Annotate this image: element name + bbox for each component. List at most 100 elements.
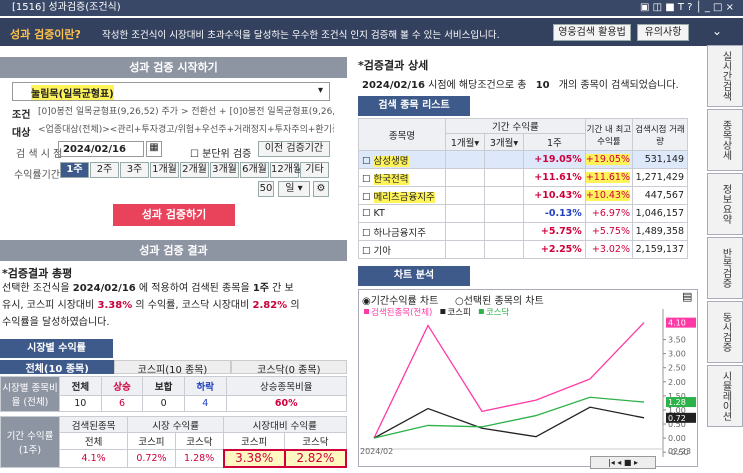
col-header: 종목명: [358, 118, 446, 151]
max-return: +3.02%: [591, 244, 630, 255]
run-button[interactable]: 성과 검증하기: [113, 204, 235, 226]
title-bar: [1516] 성과검증(조건식) ▣ ◫ ■ T ? │ _ □ ×: [0, 0, 743, 16]
cell: 4: [183, 395, 227, 412]
period-button[interactable]: 2주: [90, 162, 119, 178]
col-header[interactable]: 1개월: [450, 138, 475, 149]
group-header: 시장대비 수익률: [223, 415, 347, 434]
date-input[interactable]: 2024/02/16: [58, 141, 144, 157]
side-tab[interactable]: 시뮬레이션: [707, 365, 743, 427]
guide-button[interactable]: 영웅검색 활용법: [553, 24, 631, 41]
period-button[interactable]: 1개월: [150, 162, 179, 178]
group-header: 검색된종목: [58, 415, 129, 434]
chart-tab[interactable]: 차트 분석: [358, 266, 470, 286]
window-icons[interactable]: ▣ ◫ ■ T ? │ _ □ ×: [640, 2, 735, 13]
custom-days[interactable]: 50: [258, 181, 274, 197]
notice-button[interactable]: 유의사항: [637, 24, 689, 41]
x-tick-label: 2024/02: [360, 447, 393, 456]
minute-check[interactable]: ☐ 분단위 검증: [190, 149, 252, 160]
col-header: 기간 수익률: [445, 118, 586, 134]
col-header: 보합: [142, 375, 185, 397]
cell: 0: [142, 395, 185, 412]
cell: 3.38%: [222, 448, 286, 469]
window-title: [1516] 성과검증(조건식): [12, 2, 121, 13]
collapse-icon[interactable]: ⌄: [712, 24, 723, 38]
stock-row: ☐ KT -0.13% +6.97% 1,046,157: [358, 204, 688, 223]
volume: 1,271,429: [632, 168, 688, 187]
side-tab[interactable]: 실시간검색: [707, 45, 743, 107]
stock-name[interactable]: 삼성생명: [373, 155, 409, 167]
summary-text: 선택한 조건식을: [2, 283, 73, 294]
banner: 성과 검증이란? 작성한 조건식이 시장대비 초과수익을 달성하는 우수한 조건…: [0, 18, 743, 46]
stock-return: +2.25%: [523, 240, 586, 259]
period-button[interactable]: 2개월: [180, 162, 209, 178]
y-tick-label: -0.50: [668, 448, 689, 457]
stock-row: ☐ 삼성생명 +19.05% +19.05% 531,149: [358, 150, 688, 169]
radio-label: 기간수익률 차트: [370, 296, 439, 307]
cell: 60%: [225, 395, 348, 412]
custom-unit[interactable]: 일 ▾: [278, 181, 310, 197]
legend-label: 코스피: [447, 308, 470, 318]
condition-select[interactable]: 눌림목(일목균형표) ▾: [12, 82, 330, 101]
stock-name[interactable]: KT: [373, 208, 385, 219]
col-header: 상승종목비율: [225, 375, 348, 397]
chart-menu[interactable]: ▤: [682, 290, 693, 303]
side-tab[interactable]: 반복검증: [707, 237, 743, 299]
period-button[interactable]: 3개월: [210, 162, 239, 178]
period-button[interactable]: 3주: [120, 162, 149, 178]
side-tab[interactable]: 동시검증: [707, 301, 743, 363]
subtab[interactable]: 코스닥(0 종목): [230, 360, 347, 376]
cell: 4.1%: [58, 449, 129, 468]
subtab[interactable]: 코스피(10 종목): [114, 360, 231, 376]
detail-title: *검증결과 상세: [358, 59, 429, 72]
stock-row: ☐ 메리츠금융지주 +10.43% +10.43% 447,567: [358, 186, 688, 205]
legend-label: 검색된종목(전체): [371, 307, 432, 318]
period-button[interactable]: 1주: [60, 162, 89, 178]
target-text: <업종대상(전체)><관리+투자경고/위험+우선주+거래정지+투자주의+환기종목…: [38, 125, 334, 135]
period-button[interactable]: 기타: [300, 162, 329, 178]
settings-icon[interactable]: ⚙: [313, 181, 329, 197]
y-tick-label: 0.00: [668, 434, 686, 443]
stock-name[interactable]: 하나금융지주: [373, 227, 426, 239]
start-header: 성과 검증 시작하기: [0, 57, 347, 78]
group-header: 시장 수익률: [127, 415, 225, 434]
stock-name[interactable]: 한국전력: [373, 173, 409, 185]
subtab[interactable]: 전체(10 종목): [0, 360, 115, 375]
condition-name: 눌림목(일목균형표): [31, 85, 114, 100]
col-header[interactable]: 3개월: [489, 138, 514, 149]
stock-row: ☐ 기아 +2.25% +3.02% 2,159,137: [358, 240, 688, 259]
series-line: [373, 406, 645, 439]
max-return: +19.05%: [585, 154, 630, 165]
message-text: 개의 종목이 검색되었습니다.: [555, 80, 679, 91]
last-value-label: 4.10: [668, 319, 686, 328]
series-line: [373, 322, 645, 439]
y-tick-label: 3.50: [668, 336, 686, 345]
period-button[interactable]: 6개월: [240, 162, 269, 178]
y-tick-label: 1.00: [668, 406, 686, 415]
radio[interactable]: ◉기간수익률 차트: [362, 296, 439, 307]
radio-label: 선택된 종목의 차트: [463, 296, 544, 307]
market-tab[interactable]: 시장별 수익률: [0, 339, 113, 358]
list-tab[interactable]: 검색 종목 리스트: [358, 96, 470, 116]
stock-name-cell: ☐ 한국전력: [358, 168, 446, 187]
side-tab[interactable]: 정보요약: [707, 173, 743, 235]
cell: 2.82%: [283, 448, 348, 469]
prev-button[interactable]: 이전 검증기간: [258, 141, 330, 157]
period-button[interactable]: 12개월: [270, 162, 302, 178]
last-value-label: 0.72: [668, 414, 686, 423]
summary-text: 간 보유시, 코스피 시장대비: [2, 283, 294, 311]
chart-controls[interactable]: |◂ ◂ ■ ▸: [590, 456, 656, 469]
radio[interactable]: ○선택된 종목의 차트: [455, 296, 544, 307]
side-tab[interactable]: 종목상세: [707, 109, 743, 171]
stock-name[interactable]: 메리츠금융지주: [373, 191, 435, 203]
max-return: +5.75%: [591, 226, 630, 237]
col-header: 상승: [100, 375, 144, 397]
calendar-icon[interactable]: ▦: [146, 141, 162, 157]
last-value-box: [666, 397, 696, 408]
series-line: [373, 396, 645, 439]
message-date: 2024/02/16: [362, 80, 425, 91]
stock-name[interactable]: 기아: [373, 245, 392, 257]
summary: 선택한 조건식을 2024/02/16 에 적용하여 검색된 종목을 1주 간 …: [2, 280, 302, 331]
legend-swatch: [364, 309, 369, 314]
